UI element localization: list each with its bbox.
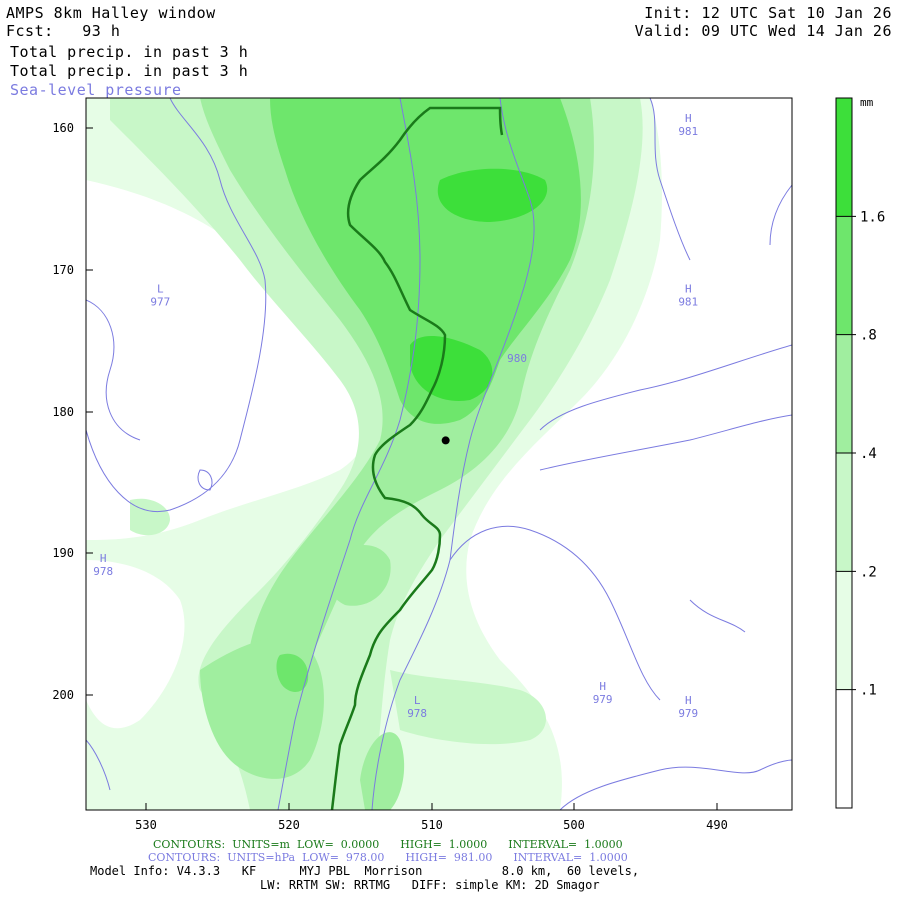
field-label-2: Total precip. in past 3 h (10, 62, 249, 80)
isobar (86, 739, 111, 791)
precip-band-5-north (437, 168, 548, 222)
isobar (277, 98, 421, 810)
precip-band-2-south (390, 670, 547, 745)
pressure-value-label: 981 (678, 125, 698, 138)
x-tick-label: 530 (135, 818, 157, 832)
colorbar-segment (836, 98, 852, 217)
y-tick-label: 180 (52, 405, 74, 419)
pressure-value-label: 977 (150, 295, 170, 308)
colorbar: .1 .2 .4 .8 1.6 mm (835, 96, 885, 809)
pressure-value-label: 981 (678, 295, 698, 308)
isobar (539, 344, 792, 431)
init-time: Init: 12 UTC Sat 10 Jan 26 (644, 4, 892, 22)
pressure-center-type: H (100, 552, 107, 565)
plot-frame (85, 97, 793, 811)
precip-nodata-west (86, 180, 371, 540)
isobars (86, 98, 792, 810)
pressure-center-type: H (599, 680, 606, 693)
colorbar-segment (836, 334, 852, 453)
isobar (86, 98, 267, 512)
model-info-line-2: LW: RRTM SW: RRTMG DIFF: simple KM: 2D S… (260, 878, 600, 892)
x-tick-label: 500 (563, 818, 585, 832)
valid-time: Valid: 09 UTC Wed 14 Jan 26 (634, 22, 892, 40)
colorbar-level-label: .1 (860, 683, 877, 699)
isobar (86, 299, 141, 441)
isobar (197, 469, 213, 491)
precip-nodata-sw (86, 560, 185, 729)
precip-band-3-w2 (325, 545, 391, 606)
colorbar-segment (836, 571, 852, 690)
colorbar-segment (836, 216, 852, 335)
contour-info-pressure: CONTOURS: UNITS=hPa LOW= 978.00 HIGH= 98… (148, 851, 628, 864)
x-tick-label: 490 (706, 818, 728, 832)
pressure-value-label: 979 (678, 707, 698, 720)
colorbar-segment (836, 453, 852, 572)
precip-band-4-sw (276, 653, 309, 692)
coastline-contour (330, 106, 504, 810)
pressure-value-label: 980 (507, 352, 527, 365)
colorbar-level-label: .4 (860, 446, 877, 462)
precip-band-5-mid (410, 335, 493, 401)
model-info-line-1: Model Info: V4.3.3 KF MYJ PBL Morrison 8… (90, 864, 640, 878)
field-label-3: Sea-level pressure (10, 81, 182, 99)
y-tick-label: 190 (52, 546, 74, 560)
colorbar-segment (836, 689, 852, 808)
pressure-value-label: 979 (593, 693, 613, 706)
x-tick-label: 520 (278, 818, 300, 832)
x-tick-label: 510 (421, 818, 443, 832)
field-label-1: Total precip. in past 3 h (10, 43, 249, 61)
pressure-value-label: 978 (407, 707, 427, 720)
precip-band-3-s (360, 732, 405, 810)
forecast-hour: Fcst: 93 h (6, 22, 121, 40)
precip-shading (86, 98, 792, 810)
pressure-value-label: 978 (93, 565, 113, 578)
precip-nodata-east (466, 98, 792, 810)
isobar (371, 98, 535, 810)
colorbar-unit: mm (860, 96, 874, 109)
pressure-center-type: L (157, 282, 164, 295)
y-tick-label: 170 (52, 263, 74, 277)
station-marker (441, 436, 450, 445)
colorbar-level-label: .8 (860, 328, 877, 344)
isobar (649, 98, 691, 261)
colorbar-level-label: 1.6 (860, 209, 885, 225)
pressure-center-type: H (685, 694, 692, 707)
plot-title: AMPS 8km Halley window (6, 4, 216, 22)
y-tick-label: 160 (52, 121, 74, 135)
isobar (559, 759, 792, 810)
contour-info-height: CONTOURS: UNITS=m LOW= 0.0000 HIGH= 1.00… (153, 838, 623, 851)
pressure-center-type: L (414, 694, 421, 707)
pressure-center-type: H (685, 282, 692, 295)
axis-ticks: 530 520 510 500 490 160 170 180 190 200 (52, 121, 728, 832)
pressure-center-type: H (685, 112, 692, 125)
isobar (769, 184, 792, 246)
y-tick-label: 200 (52, 688, 74, 702)
isobar (689, 599, 746, 633)
colorbar-level-label: .2 (860, 564, 877, 580)
isobar (539, 414, 792, 471)
isobar (449, 525, 661, 701)
